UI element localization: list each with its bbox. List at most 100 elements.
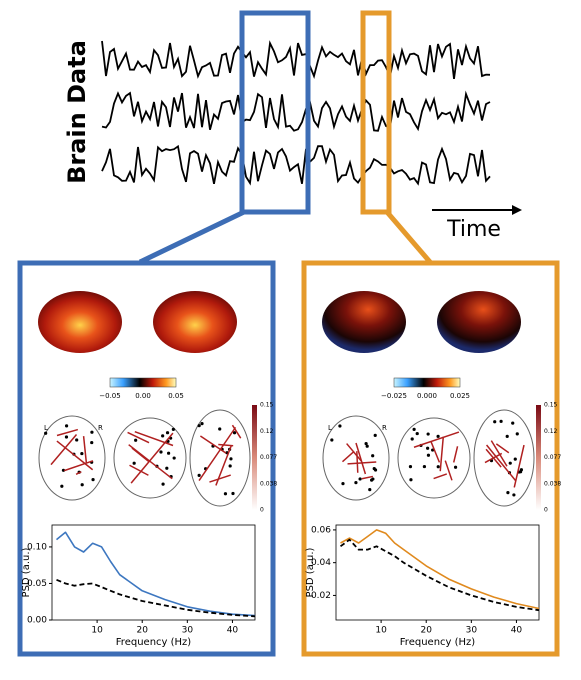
edge <box>433 473 448 480</box>
node <box>370 478 374 482</box>
node <box>371 454 375 458</box>
hemisphere-label: R <box>98 424 103 432</box>
colorbar-tick-label: 0 <box>260 507 264 514</box>
psd-line <box>340 529 540 610</box>
edge <box>444 460 453 481</box>
x-axis-label: Frequency (Hz) <box>116 637 192 648</box>
edge <box>56 428 79 437</box>
time-arrow-head <box>512 205 522 215</box>
colorbar-tick-label: 0.05 <box>168 392 184 400</box>
edge <box>361 475 374 480</box>
x-tick-label: 30 <box>466 626 478 636</box>
node <box>365 444 369 448</box>
glass-brain <box>113 417 187 499</box>
node <box>60 484 64 488</box>
edge <box>130 432 174 484</box>
x-tick-label: 40 <box>511 626 523 636</box>
colorbar-tick-label: 0.038 <box>544 480 561 487</box>
trace <box>101 144 491 186</box>
node <box>508 461 512 465</box>
brain-map <box>322 291 406 353</box>
node <box>165 466 169 470</box>
traces <box>101 40 491 186</box>
edge <box>56 440 94 471</box>
colorbar <box>536 405 541 510</box>
edge <box>347 461 377 465</box>
panel-frame <box>17 260 276 657</box>
node <box>408 464 413 469</box>
edge <box>82 436 88 464</box>
node <box>415 431 419 436</box>
node <box>64 435 69 439</box>
node <box>513 457 517 461</box>
node <box>330 438 334 442</box>
node <box>412 427 416 431</box>
edge <box>355 442 367 475</box>
colorbar-tick-label: 0.025 <box>450 392 470 400</box>
edge <box>356 451 359 473</box>
x-tick-label: 40 <box>227 626 239 636</box>
node <box>134 438 138 442</box>
edge <box>495 443 510 454</box>
y-tick-label: 0.04 <box>311 558 331 568</box>
y-tick-label: 0.05 <box>27 579 47 589</box>
edge <box>439 436 445 472</box>
colorbar-tick-label: 0 <box>544 507 548 514</box>
node <box>422 464 427 469</box>
edge <box>127 431 150 444</box>
node <box>197 424 201 428</box>
edge <box>75 471 82 475</box>
node <box>512 493 516 497</box>
node <box>161 482 165 486</box>
signal-ylabel: Brain Data <box>63 40 91 184</box>
glass-brain <box>322 415 390 501</box>
colorbar <box>109 377 177 388</box>
psd-line <box>55 531 256 617</box>
y-tick-label: 0.00 <box>27 616 47 626</box>
node <box>338 424 342 428</box>
colorbar-tick-label: 0.077 <box>544 454 561 461</box>
node <box>223 492 228 496</box>
node <box>218 427 222 431</box>
node <box>426 453 431 457</box>
y-tick-label: 0.10 <box>27 542 47 552</box>
connector <box>385 210 432 264</box>
node <box>167 451 171 455</box>
node <box>80 451 84 456</box>
node <box>373 433 377 437</box>
edge <box>134 430 174 447</box>
node <box>341 482 345 486</box>
hemisphere-label: L <box>44 424 48 432</box>
glass-brain <box>189 409 251 507</box>
colorbar-tick-label: 0.12 <box>260 428 274 435</box>
node <box>165 431 170 435</box>
x-tick-label: 10 <box>375 626 387 636</box>
node <box>75 438 79 442</box>
edge <box>131 447 149 462</box>
edge <box>199 435 227 454</box>
trace <box>101 90 491 132</box>
node <box>90 430 94 434</box>
node <box>161 434 165 438</box>
edge <box>346 443 362 462</box>
x-tick-label: 20 <box>420 626 432 636</box>
x-tick-label: 30 <box>182 626 194 636</box>
node <box>171 427 175 431</box>
node <box>519 468 524 472</box>
colorbar-tick-label: 0.038 <box>260 480 277 487</box>
psd-line <box>339 538 540 612</box>
edge <box>209 474 231 483</box>
node <box>453 465 458 469</box>
plot-frame <box>51 524 256 621</box>
node <box>426 432 430 436</box>
edge <box>63 460 94 472</box>
node <box>132 461 136 465</box>
colorbar-tick-label: 0.15 <box>544 402 558 409</box>
colorbar-tick-label: 0.12 <box>544 428 558 435</box>
colorbar-tick-label: −0.05 <box>99 392 120 400</box>
node <box>506 491 510 495</box>
node <box>90 440 94 445</box>
node <box>505 434 509 438</box>
edge <box>218 443 234 447</box>
colorbar <box>252 405 257 510</box>
